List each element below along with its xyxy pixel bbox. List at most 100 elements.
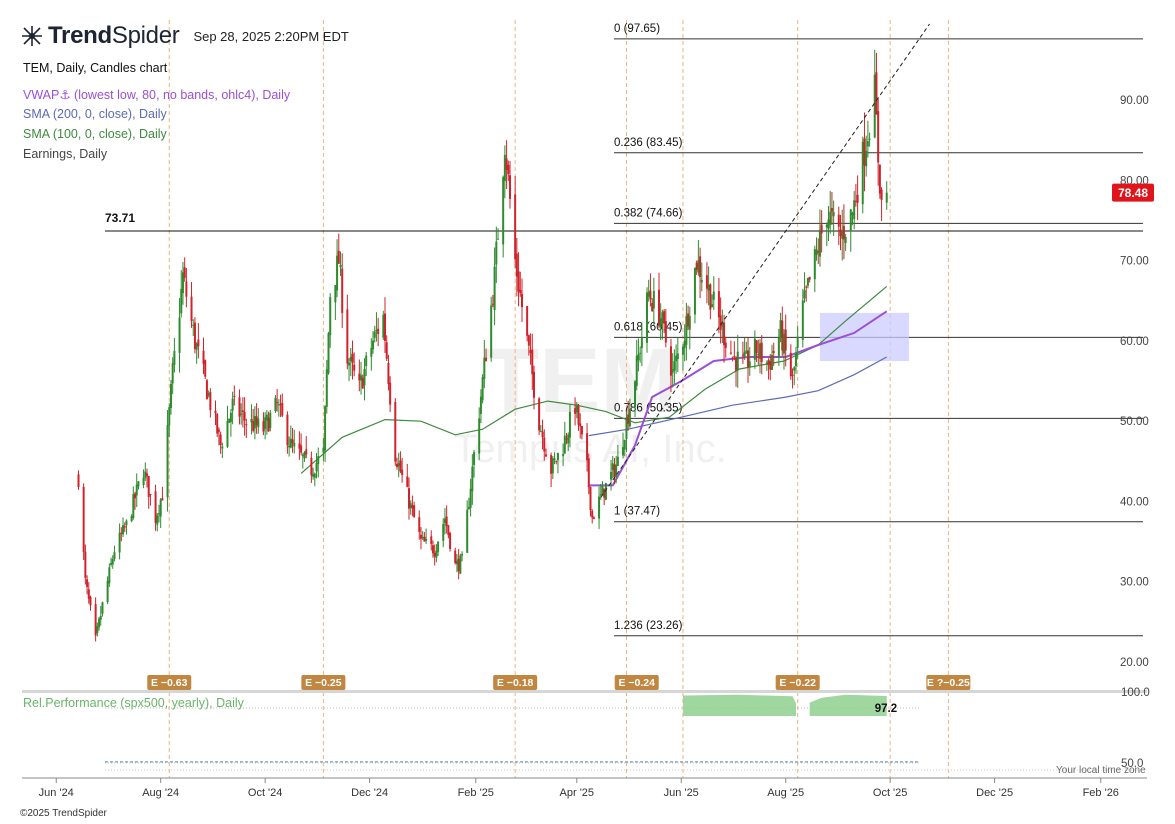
candle-body <box>125 520 128 526</box>
candle <box>351 340 354 380</box>
candle-body <box>743 352 746 358</box>
candle-body <box>505 158 508 170</box>
candle <box>384 297 387 353</box>
candle-body <box>443 518 446 524</box>
candle-body <box>517 271 520 292</box>
candle <box>861 136 864 214</box>
earnings-badge[interactable]: E −0.25 <box>301 675 346 690</box>
candle-body <box>839 229 842 237</box>
candle <box>303 451 306 462</box>
candle-body <box>363 369 366 386</box>
candle <box>519 271 522 297</box>
candle-body <box>733 356 736 358</box>
candle <box>731 356 734 362</box>
candle-body <box>77 474 80 488</box>
candle <box>586 423 589 472</box>
candle-body <box>384 313 387 341</box>
candle <box>671 353 674 388</box>
candle <box>313 472 316 487</box>
candle-body <box>276 402 279 404</box>
candle-body <box>84 551 87 578</box>
candle <box>274 394 277 413</box>
earnings-badge[interactable]: E −0.22 <box>775 675 820 690</box>
legend-main[interactable]: TEM, Daily, Candles chart <box>23 61 168 75</box>
candle <box>556 452 559 474</box>
candle-body <box>757 354 760 356</box>
candle <box>709 283 712 320</box>
earnings-badge[interactable]: E −0.24 <box>614 675 659 690</box>
candle <box>771 344 773 371</box>
candle <box>478 407 481 461</box>
highlight-zone[interactable] <box>819 312 909 362</box>
candle-body <box>652 291 655 309</box>
candle <box>700 262 703 292</box>
candle <box>551 456 554 480</box>
candle <box>818 209 821 267</box>
candle <box>300 433 303 456</box>
candle <box>669 338 672 393</box>
candle <box>747 337 750 383</box>
candle <box>565 432 568 445</box>
candle-body <box>767 360 770 366</box>
candle <box>454 547 457 565</box>
legend-earnings[interactable]: Earnings, Daily <box>23 147 108 161</box>
candle-body <box>880 189 883 200</box>
fib-levels[interactable]: 73.71 0 (97.65) 0.236 (83.45) 0.382 (74.66)… <box>105 23 1143 637</box>
candle <box>293 429 296 454</box>
candle-body <box>98 618 101 628</box>
candle-body <box>221 446 224 449</box>
candle <box>635 339 638 391</box>
rel-y-tick-label: 50.0 <box>1121 758 1143 770</box>
candle <box>134 491 137 510</box>
candle <box>122 517 125 538</box>
candle-body <box>577 406 580 425</box>
earnings-badge[interactable]: E −0.18 <box>493 675 538 690</box>
candle-body <box>111 559 114 565</box>
earnings-badge[interactable]: E ?−0.25 <box>926 675 971 690</box>
candle <box>360 361 363 395</box>
earnings-badge-label: E −0.18 <box>497 677 534 689</box>
candle <box>219 431 222 454</box>
highlight-zone-rect[interactable] <box>819 312 909 362</box>
candle <box>301 453 304 469</box>
last-price-value: 78.48 <box>1118 186 1148 200</box>
candle-body <box>449 533 452 549</box>
background-annotations: TEM Tempus AI, Inc. <box>453 330 726 471</box>
candle-body <box>615 464 618 477</box>
legend-vwap[interactable]: VWAP⚓ (lowest low, 80, no bands, ohlc4),… <box>23 88 291 102</box>
legend-rel-performance[interactable]: Rel.Performance (spx500, yearly), Daily <box>23 696 244 710</box>
candle-body <box>466 509 469 553</box>
candle <box>279 394 282 417</box>
candle <box>544 448 547 457</box>
earnings-badges[interactable]: E −0.63 E −0.25 E −0.18 E −0.24 E −0.22 E ?−0… <box>147 675 971 690</box>
earnings-badge[interactable]: E −0.63 <box>147 675 192 690</box>
candle-body <box>791 374 794 376</box>
candle <box>664 309 667 348</box>
legend-sma200[interactable]: SMA (200, 0, close), Daily <box>23 107 167 121</box>
candle <box>707 266 710 306</box>
candle-body <box>120 532 123 534</box>
candle-body <box>348 362 351 366</box>
candle-body <box>628 408 631 427</box>
candle <box>575 401 578 419</box>
candle <box>517 252 520 307</box>
legend-sma100[interactable]: SMA (100, 0, close), Daily <box>23 127 167 141</box>
trendline-layer[interactable] <box>600 23 930 498</box>
candle-body <box>442 523 445 541</box>
candle-body <box>598 496 601 519</box>
dashed-trendline[interactable] <box>600 23 930 498</box>
candle-body <box>135 484 138 496</box>
candle-body <box>288 445 291 448</box>
candle <box>82 483 85 561</box>
candle <box>735 356 738 387</box>
candle-body <box>736 351 739 371</box>
candle-body <box>543 437 546 452</box>
candle-body <box>106 580 109 603</box>
candle-body <box>495 241 498 265</box>
candle-body <box>637 354 640 361</box>
candle-body <box>664 321 667 343</box>
candle <box>329 293 332 348</box>
candle <box>760 335 763 375</box>
candle-body <box>849 209 852 232</box>
